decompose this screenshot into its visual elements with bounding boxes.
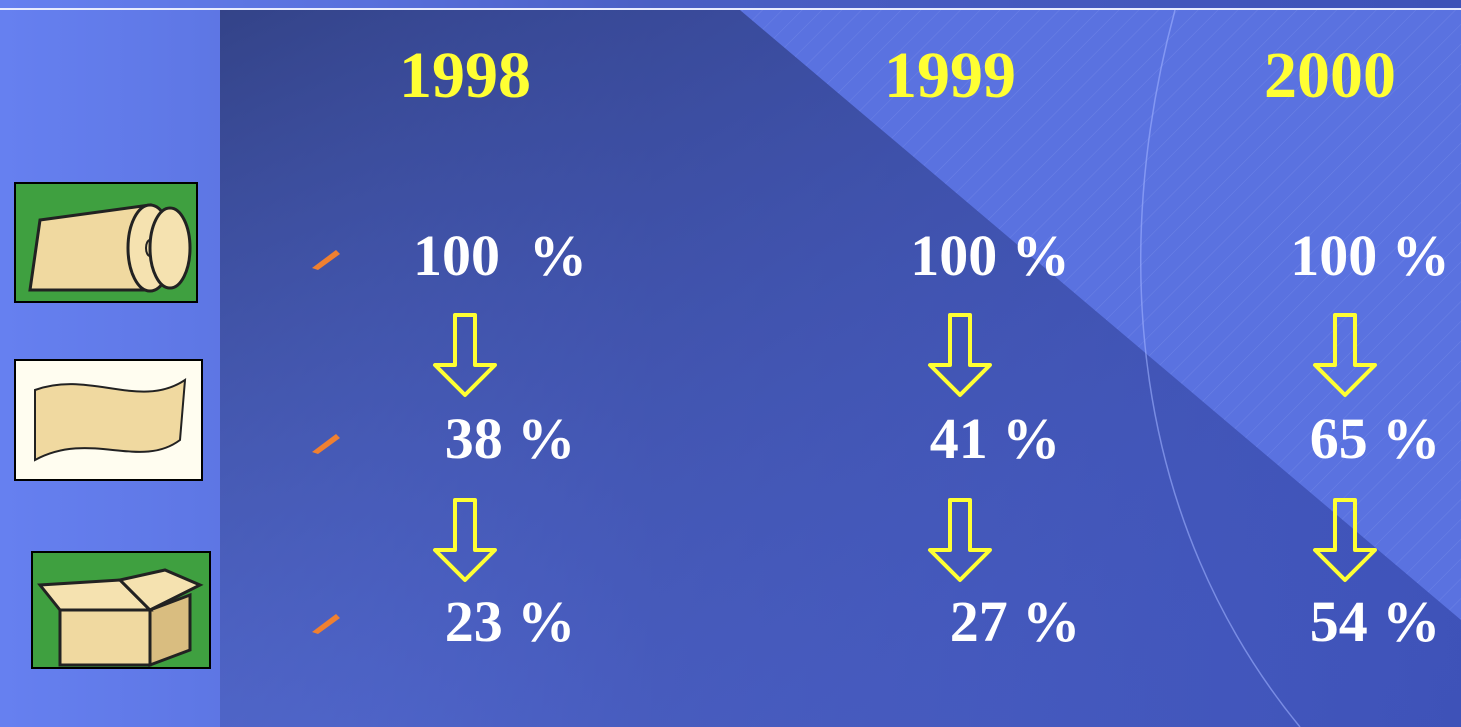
percentage: 100 % xyxy=(370,222,630,289)
year: 1999 xyxy=(820,38,1080,114)
percentage: 23 % xyxy=(380,588,640,655)
percentage: 100 % xyxy=(860,222,1120,289)
box-icon xyxy=(32,552,210,668)
sheet-icon xyxy=(15,360,202,480)
year: 1998 xyxy=(335,38,595,114)
percentage: 100 % xyxy=(1240,222,1461,289)
slide: 1998 100 % 38 % 23 % 1999 100 % 41 % 27 % 2000 10… xyxy=(0,0,1461,727)
percentage: 65 % xyxy=(1245,405,1461,472)
roll-icon xyxy=(15,183,197,302)
percentage: 54 % xyxy=(1245,588,1461,655)
percentage: 41 % xyxy=(865,405,1125,472)
year: 2000 xyxy=(1200,38,1460,114)
percentage: 27 % xyxy=(885,588,1145,655)
percentage: 38 % xyxy=(380,405,640,472)
